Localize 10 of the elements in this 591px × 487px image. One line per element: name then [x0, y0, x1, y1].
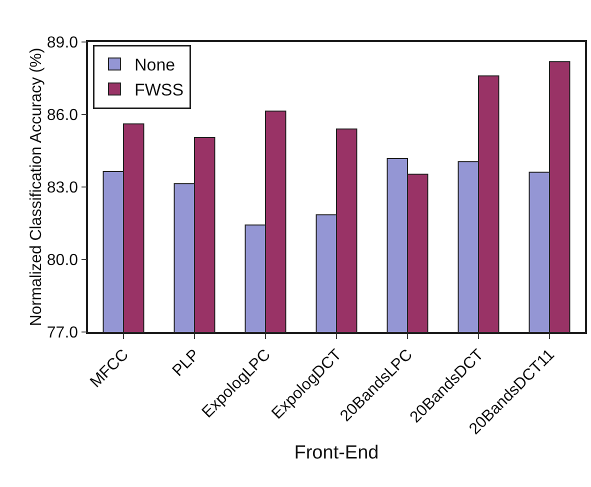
y-tick-label: 80.0	[46, 252, 78, 270]
y-tick-label: 77.0	[46, 324, 78, 342]
x-axis-title: Front-End	[294, 442, 379, 464]
legend-label: FWSS	[134, 80, 184, 100]
legend-label: None	[134, 56, 176, 75]
y-tick-label: 86.0	[46, 107, 78, 124]
y-axis-title: Normalized Classification Accuracy (%)	[28, 48, 45, 326]
y-tick-label: 89.0	[46, 34, 78, 52]
y-tick-label: 83.0	[46, 180, 78, 197]
x-tick-label: PLP	[170, 346, 203, 380]
